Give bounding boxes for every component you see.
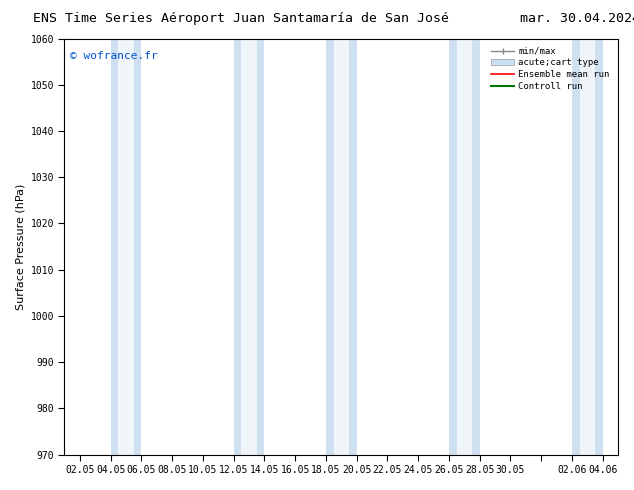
Y-axis label: Surface Pressure (hPa): Surface Pressure (hPa)	[15, 183, 25, 310]
Bar	[579, 39, 595, 455]
Bar	[257, 39, 264, 455]
Legend: min/max, acute;cart type, Ensemble mean run, Controll run: min/max, acute;cart type, Ensemble mean …	[488, 43, 614, 95]
Bar	[110, 39, 119, 455]
Bar	[242, 39, 257, 455]
Bar	[349, 39, 356, 455]
Bar	[134, 39, 141, 455]
Bar	[119, 39, 134, 455]
Bar	[233, 39, 242, 455]
Bar	[456, 39, 472, 455]
Bar	[595, 39, 602, 455]
Bar	[449, 39, 456, 455]
Text: mar. 30.04.2024 00 UTC: mar. 30.04.2024 00 UTC	[520, 12, 634, 25]
Bar	[472, 39, 479, 455]
Bar	[333, 39, 349, 455]
Text: ENS Time Series Aéroport Juan Santamaría de San José: ENS Time Series Aéroport Juan Santamaría…	[33, 12, 449, 25]
Bar	[572, 39, 579, 455]
Text: © wofrance.fr: © wofrance.fr	[70, 51, 158, 61]
Bar	[326, 39, 333, 455]
